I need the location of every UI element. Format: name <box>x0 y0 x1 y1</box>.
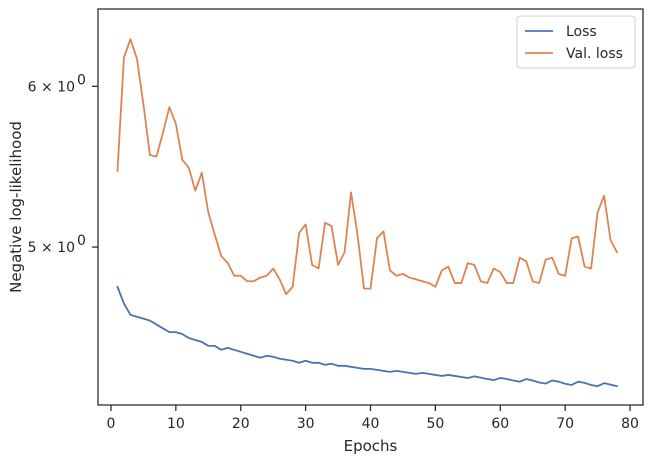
series-lines <box>116 38 618 388</box>
series-line-val-loss <box>116 38 618 296</box>
y-tick-exponent: 0 <box>77 72 86 88</box>
legend: Loss Val. loss <box>516 15 636 69</box>
plot-frame <box>97 8 644 406</box>
x-tick-label: 40 <box>362 416 380 432</box>
x-axis-label: Epochs <box>344 437 398 455</box>
x-tick-label: 80 <box>621 416 639 432</box>
y-tick-exponent: 0 <box>77 233 86 249</box>
x-tick-label: 70 <box>556 416 574 432</box>
x-tick-label: 20 <box>232 416 250 432</box>
legend-label-loss: Loss <box>566 24 597 40</box>
axis-ticks: 0 10 20 30 40 50 60 70 806 × 10 05 × 10 0 <box>28 72 639 432</box>
y-tick-label: 6 × 10 <box>28 79 75 95</box>
legend-label-val-loss: Val. loss <box>566 46 623 62</box>
x-tick-label: 10 <box>167 416 185 432</box>
series-line-loss <box>116 285 618 388</box>
y-tick-label: 5 × 10 <box>28 240 75 256</box>
x-tick-label: 50 <box>426 416 444 432</box>
legend-box <box>516 15 636 69</box>
x-tick-label: 0 <box>107 416 116 432</box>
y-axis-label: Negative log-likelihood <box>7 121 25 293</box>
x-tick-label: 30 <box>297 416 315 432</box>
x-tick-label: 60 <box>491 416 509 432</box>
